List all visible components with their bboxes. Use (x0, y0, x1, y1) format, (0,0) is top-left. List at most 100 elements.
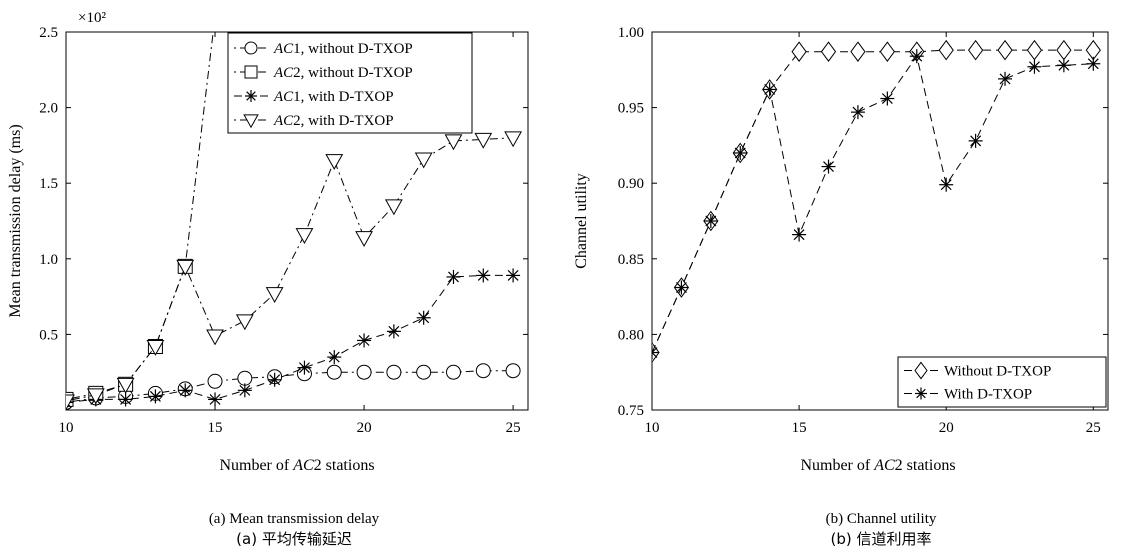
chart-b-series-1-point (967, 39, 984, 61)
chart-a-series-1-point (237, 370, 253, 386)
chart-b-series-1-point (1026, 39, 1043, 61)
chart-a-series-3-point (416, 310, 431, 325)
chart-b: 10 15 20 25 0.75 0.80 0.85 0.90 0.95 1.00 Channel… (573, 25, 1109, 548)
chart-b-series-2-point (968, 133, 983, 148)
chart-b-xtick-label: 10 (645, 420, 660, 436)
chart-b-legend-label: With D-TXOP (944, 387, 1032, 403)
chart-a-series-3-point (357, 333, 372, 348)
chart-a-legend-marker (245, 90, 257, 102)
chart-a-series-4-point (176, 259, 195, 276)
chart-a-legend-label: AC1, without D-TXOP (273, 41, 413, 57)
chart-a-ytick-label: 1.5 (39, 176, 58, 192)
chart-a-series-3-point (327, 350, 342, 365)
chart-a-series-3-point (118, 392, 133, 407)
chart-a-series-4-point (295, 228, 314, 245)
chart-b-ytick-label: 0.80 (618, 327, 644, 343)
chart-a-series-4-line (66, 137, 514, 402)
chart-b-legend-entry: With D-TXOP (904, 387, 1032, 403)
chart-b-ytick-label: 0.95 (618, 101, 644, 117)
chart-a-series-1-point (356, 364, 372, 380)
chart-a-series-1-line (66, 370, 514, 403)
chart-a-series-3-point (476, 268, 491, 283)
chart-a-legend-label: AC1, with D-TXOP (273, 89, 394, 105)
chart-b-series-1-line (652, 49, 1094, 353)
chart-b-legend: Without D-TXOP With D-TXOP (897, 356, 1107, 408)
chart-a-series-3-point (506, 268, 521, 283)
chart-b-ylabel: Channel utility (573, 173, 590, 269)
chart-a-ytick-label: 1.0 (39, 252, 58, 268)
chart-a-xtick-label: 20 (357, 420, 372, 436)
chart-a-series-3-point (208, 392, 223, 407)
chart-b-ytick-label: 0.90 (618, 176, 644, 192)
chart-b-series-2-point (909, 49, 924, 64)
chart-a-series-3-point (178, 383, 193, 398)
chart-a-series-4-point (206, 329, 224, 346)
chart-a-series-4-point (355, 231, 373, 248)
chart-b-series-1 (652, 39, 1101, 363)
chart-b-series-2-point (762, 82, 777, 97)
chart-b-series-2-point (939, 177, 954, 192)
chart-a-series-4-point (235, 314, 254, 331)
chart-a-series-4-point (414, 152, 433, 169)
chart-b-series-1-point (997, 39, 1013, 61)
chart-a-series-4-point (444, 134, 463, 151)
chart-b-series-2-point (674, 280, 689, 295)
chart-a-series-4 (66, 131, 523, 410)
chart-a-series-3-point (267, 372, 282, 387)
chart-b-legend-marker (915, 387, 927, 400)
chart-b-series-2-point (792, 227, 807, 242)
chart-a-legend-label: AC2, without D-TXOP (273, 65, 413, 81)
chart-a-series-4-point (146, 340, 165, 356)
chart-a-series-4-point (116, 377, 135, 394)
chart-a-series-3 (66, 268, 521, 410)
chart-a-ytick-label: 2.0 (39, 101, 58, 117)
chart-b-series-2-point (1027, 59, 1042, 74)
chart-a-xtick-label: 15 (208, 420, 223, 436)
chart-a-exponent: ×10² (78, 10, 106, 26)
chart-a-series-4-point (384, 199, 403, 216)
chart-a-series-4-point (66, 394, 75, 410)
chart-a: 10 15 20 25 0.5 1.0 1.5 2.0 2.5 ×10² Mean transm… (7, 10, 529, 548)
chart-a-series-2-point (208, 10, 222, 24)
chart-b-xtick-label: 25 (1086, 420, 1101, 436)
chart-b-caption-zh: (b) 信道利用率 (831, 530, 932, 548)
chart-a-legend-marker (243, 114, 259, 129)
chart-b-series-1-point (820, 41, 837, 62)
chart-a-series-2 (66, 10, 222, 407)
chart-a-xlabel: Number of AC2 stations (219, 457, 374, 474)
chart-b-series-1-point (791, 41, 807, 62)
chart-a-legend-label: AC2, with D-TXOP (273, 113, 394, 129)
chart-b-series-2-point (1086, 56, 1101, 71)
chart-b-ytick-label: 0.85 (618, 252, 644, 268)
chart-b-series-1-point (938, 39, 954, 61)
chart-a-series-1-point (505, 363, 521, 379)
chart-b-series-1-point (879, 41, 895, 62)
chart-a-legend-entry: AC1, with D-TXOP (234, 89, 394, 105)
chart-b-series-2-point (652, 345, 659, 360)
chart-a-caption-zh: (a) 平均传输延迟 (236, 530, 352, 548)
chart-b-xtick-label: 20 (939, 420, 954, 436)
chart-a-legend-marker (244, 41, 258, 55)
chart-a-plot-area (65, 31, 529, 411)
chart-b-series-2-point (850, 105, 865, 120)
chart-a-series-4-point (474, 132, 493, 149)
chart-a-legend: AC1, without D-TXOP AC2, without D-TXOP AC… (227, 32, 473, 134)
chart-a-series-1-point (445, 364, 461, 380)
chart-b-ytick-label: 0.75 (618, 403, 644, 419)
chart-b-legend-entry: Without D-TXOP (904, 361, 1051, 380)
chart-b-series-2-point (880, 91, 895, 106)
chart-b-series-2-point (998, 71, 1013, 86)
chart-a-series-3-point (386, 324, 401, 339)
chart-b-series-2-point (733, 145, 748, 160)
chart-b-xtick-label: 15 (792, 420, 807, 436)
chart-b-legend-marker (914, 361, 928, 380)
chart-a-series-4-point (325, 154, 344, 170)
chart-a-series-3-point (446, 269, 461, 284)
chart-a-series-3-point (148, 389, 163, 404)
chart-b-plot-area (651, 31, 1109, 411)
chart-a-series-4-point (504, 131, 523, 148)
chart-b-xlabel: Number of AC2 stations (800, 457, 955, 474)
chart-b-series-1-point (1056, 39, 1072, 61)
chart-b-series-1-point (850, 41, 866, 62)
